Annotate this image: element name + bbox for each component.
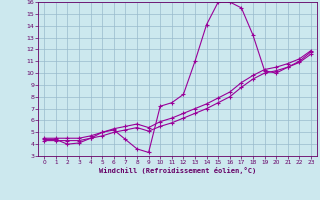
X-axis label: Windchill (Refroidissement éolien,°C): Windchill (Refroidissement éolien,°C) — [99, 167, 256, 174]
